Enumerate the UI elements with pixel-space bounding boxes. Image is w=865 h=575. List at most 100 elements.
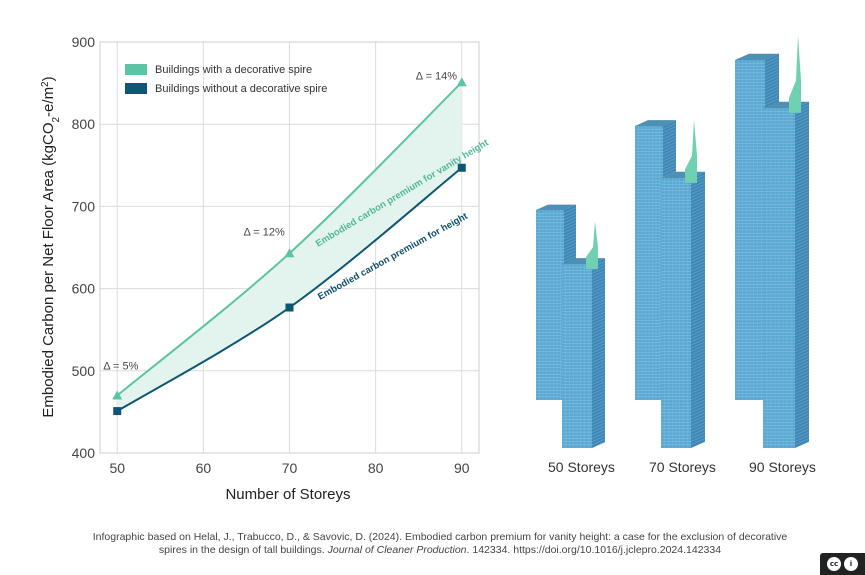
floor-line — [591, 340, 606, 347]
floor-line — [591, 353, 606, 360]
floor-line — [563, 226, 577, 233]
floor-line — [662, 154, 677, 162]
floor-line — [794, 107, 810, 115]
floor-line — [764, 56, 780, 64]
x-axis-title: Number of Storeys — [225, 486, 350, 503]
floor-line — [690, 274, 706, 282]
floor-line — [591, 318, 606, 325]
floor-line — [764, 75, 780, 83]
floor-line — [690, 341, 706, 349]
y-tick-label: 700 — [72, 198, 96, 214]
floor-line — [591, 346, 606, 354]
x-tick-label: 70 — [282, 460, 298, 476]
tower-roof — [735, 53, 779, 60]
floor-line — [591, 387, 606, 395]
floor-line — [794, 374, 810, 381]
tower-label-50: 50 Storeys — [548, 459, 615, 475]
floor-line — [591, 283, 606, 290]
tower-roof — [635, 120, 676, 126]
delta-annotation: Δ = 5% — [103, 360, 138, 372]
floor-line — [690, 197, 706, 204]
floor-line — [662, 129, 677, 136]
floor-line — [591, 397, 606, 404]
floor-line — [591, 270, 606, 277]
floor-line — [690, 338, 706, 346]
delta-annotation: Δ = 14% — [416, 70, 458, 82]
floor-line — [794, 229, 810, 237]
floor-line — [794, 431, 810, 439]
floor-line — [662, 145, 677, 152]
floor-line — [690, 328, 706, 336]
floor-line — [690, 380, 706, 388]
floor-line — [794, 143, 810, 150]
floor-line — [690, 357, 706, 365]
floor-line — [794, 146, 810, 154]
floor-line — [794, 342, 810, 349]
floor-line — [690, 412, 706, 420]
caption-line-1: Infographic based on Helal, J., Trabucco… — [92, 531, 788, 543]
floor-line — [690, 200, 706, 208]
floor-line — [794, 162, 810, 170]
floor-line — [662, 123, 677, 130]
floor-line — [591, 315, 606, 322]
marker-without-spire — [457, 163, 466, 172]
floor-line — [794, 329, 810, 336]
delta-annotation: Δ = 12% — [244, 226, 286, 238]
floor-line — [591, 295, 606, 303]
floor-line — [794, 210, 810, 218]
floor-line — [690, 367, 706, 375]
floor-line — [794, 136, 810, 144]
floor-line — [591, 432, 606, 439]
floor-line — [662, 167, 677, 175]
floor-line — [690, 364, 706, 372]
floor-line — [591, 359, 606, 366]
legend-label: Buildings without a decorative spire — [155, 83, 327, 95]
floor-line — [690, 280, 706, 288]
floor-line — [690, 248, 706, 256]
floor-line — [690, 322, 706, 330]
legend-swatch — [125, 83, 147, 94]
floor-line — [794, 194, 810, 202]
floor-line — [794, 117, 810, 125]
floor-line — [690, 210, 706, 217]
y-tick-label: 800 — [72, 116, 96, 132]
y-tick-label: 600 — [72, 281, 96, 297]
floor-line — [591, 349, 606, 357]
floor-line — [794, 178, 810, 186]
cc-license-badge[interactable]: cc i — [820, 553, 865, 575]
floor-line — [690, 303, 706, 311]
tower-label-70: 70 Storeys — [649, 459, 716, 475]
floor-line — [591, 407, 606, 414]
floor-line — [794, 383, 810, 391]
plot-frame — [99, 41, 480, 454]
floor-line — [794, 188, 810, 195]
floor-line — [563, 249, 577, 256]
floor-line — [794, 245, 810, 253]
floor-line — [794, 300, 810, 308]
floor-line — [794, 290, 810, 298]
floor-line — [690, 271, 706, 278]
floor-line — [794, 326, 810, 333]
floor-line — [690, 190, 706, 198]
floor-line — [591, 375, 606, 382]
floor-line — [662, 164, 677, 171]
floor-line — [591, 343, 606, 350]
floor-line — [591, 276, 606, 284]
floor-line — [690, 348, 706, 356]
floor-line — [794, 127, 810, 134]
floor-line — [662, 135, 677, 143]
floor-line — [591, 299, 606, 306]
floor-line — [591, 308, 606, 315]
floor-line — [690, 406, 706, 413]
floor-line — [591, 292, 606, 300]
chart-legend: Buildings with a decorative spire Buildin… — [125, 64, 327, 95]
floor-line — [794, 386, 810, 394]
floor-line — [690, 306, 706, 314]
floor-line — [794, 123, 810, 131]
floor-line — [794, 438, 810, 446]
floor-line — [591, 391, 606, 398]
floor-line — [563, 236, 577, 243]
floor-line — [591, 365, 606, 373]
floor-line — [690, 316, 706, 323]
floor-line — [794, 435, 810, 442]
